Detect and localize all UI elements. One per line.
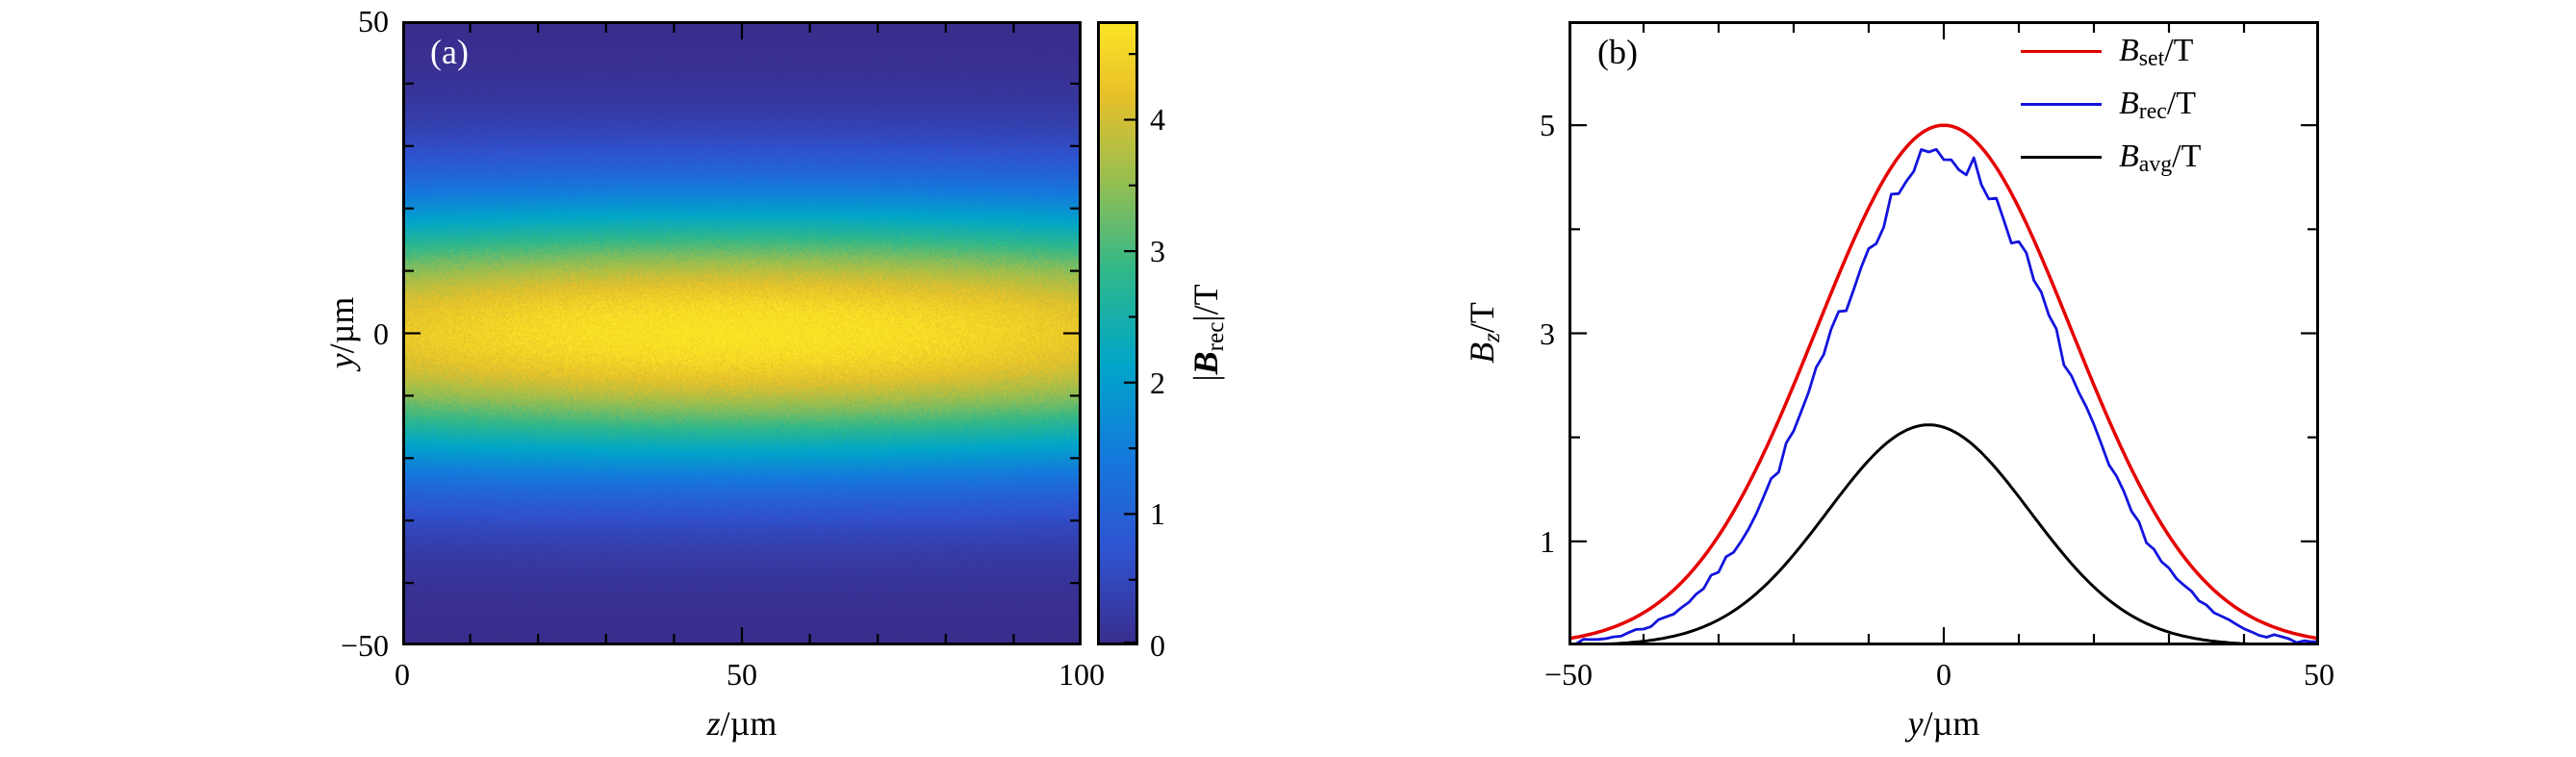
colorbar-tick-label: 1 — [1150, 496, 1165, 532]
legend-label-rec-post: /T — [2166, 86, 2197, 121]
legend-label-set-post: /T — [2164, 33, 2194, 68]
panel-b-ylabel-sub: z — [1478, 333, 1505, 342]
panel-b-ylabel-var: B — [1463, 341, 1501, 364]
plot-frame — [1097, 21, 1138, 645]
colorbar-label-var: B — [1186, 351, 1225, 375]
series-line-set — [1571, 123, 2316, 641]
legend: Bset/T Brec/T Bavg/T — [2021, 33, 2202, 178]
panel-b-xlabel: y/µm — [1908, 706, 1980, 741]
legend-label-avg: Bavg/T — [2119, 139, 2202, 178]
panel-b-x-tick-label: 50 — [2304, 657, 2334, 692]
panel-a-x-tick-label: 0 — [395, 657, 410, 692]
legend-line-avg — [2021, 155, 2102, 159]
panel-a-y-tick-label: 50 — [358, 4, 389, 38]
panel-b-xlabel-unit: /µm — [1923, 704, 1980, 743]
colorbar-tick-label: 3 — [1150, 234, 1165, 269]
legend-entry-set: Bset/T — [2021, 33, 2201, 72]
colorbar-tick-label: 4 — [1150, 102, 1165, 138]
panel-b-y-tick-label: 1 — [1540, 523, 1555, 559]
colorbar — [1097, 21, 1138, 645]
panel-b-y-tick-label: 3 — [1540, 315, 1555, 351]
legend-entry-rec: Brec/T — [2021, 86, 2201, 125]
panel-b-y-tick-label: 5 — [1540, 108, 1555, 143]
panel-a-axes — [402, 21, 1082, 645]
panel-a-ylabel: y/µm — [322, 296, 361, 369]
legend-label-rec: Brec/T — [2119, 86, 2197, 125]
colorbar-tick-label: 2 — [1150, 365, 1165, 400]
series-line-rec — [1575, 147, 2316, 643]
panel-a-tag: (a) — [430, 33, 469, 71]
legend-entry-avg: Bavg/T — [2021, 139, 2202, 178]
legend-label-set-sub: set — [2138, 46, 2165, 72]
legend-label-rec-sub: rec — [2138, 99, 2167, 125]
plot-frame — [402, 21, 1082, 645]
colorbar-tick-label: 0 — [1150, 628, 1165, 663]
plot-frame — [1569, 21, 2319, 645]
panel-b-xlabel-var: y — [1907, 704, 1924, 743]
panel-b-x-tick-label: −50 — [1543, 657, 1594, 692]
panel-b-x-tick-label: 0 — [1936, 657, 1951, 692]
panel-a-x-tick-label: 50 — [727, 657, 757, 692]
legend-label-avg-post: /T — [2172, 139, 2202, 174]
panel-a-ylabel-unit: /µm — [322, 296, 361, 354]
panel-b-ylabel: Bz/T — [1463, 302, 1505, 364]
heatmap-image — [402, 21, 1082, 645]
legend-line-set — [2021, 49, 2102, 53]
panel-a-x-tick-label: 100 — [1058, 657, 1105, 692]
legend-label-set: Bset/T — [2119, 33, 2194, 72]
colorbar-label: |Brec|/T — [1186, 284, 1229, 382]
panel-a-ylabel-var: y — [322, 353, 361, 369]
legend-label-avg-var: B — [2119, 139, 2139, 174]
panel-b-tag: (b) — [1597, 33, 1638, 71]
series-line-avg — [1607, 423, 2250, 643]
colorbar-label-post: |/T — [1186, 284, 1225, 322]
legend-label-avg-sub: avg — [2138, 152, 2173, 178]
panel-a-xlabel-unit: /µm — [720, 704, 778, 743]
panel-b-ylabel-post: /T — [1463, 302, 1501, 334]
panel-a-xlabel-var: z — [706, 704, 721, 743]
colorbar-frame — [1097, 21, 1138, 645]
panel-a-y-tick-label: −50 — [340, 628, 389, 663]
panel-a-xlabel: z/µm — [707, 706, 778, 741]
panel-a-y-tick-label: 0 — [373, 315, 389, 351]
legend-label-set-var: B — [2119, 33, 2139, 68]
colorbar-label-pre: | — [1186, 374, 1225, 382]
legend-label-rec-var: B — [2119, 86, 2139, 121]
legend-line-rec — [2021, 102, 2102, 106]
line-chart — [1569, 21, 2319, 645]
colorbar-label-sub: rec — [1202, 321, 1229, 352]
